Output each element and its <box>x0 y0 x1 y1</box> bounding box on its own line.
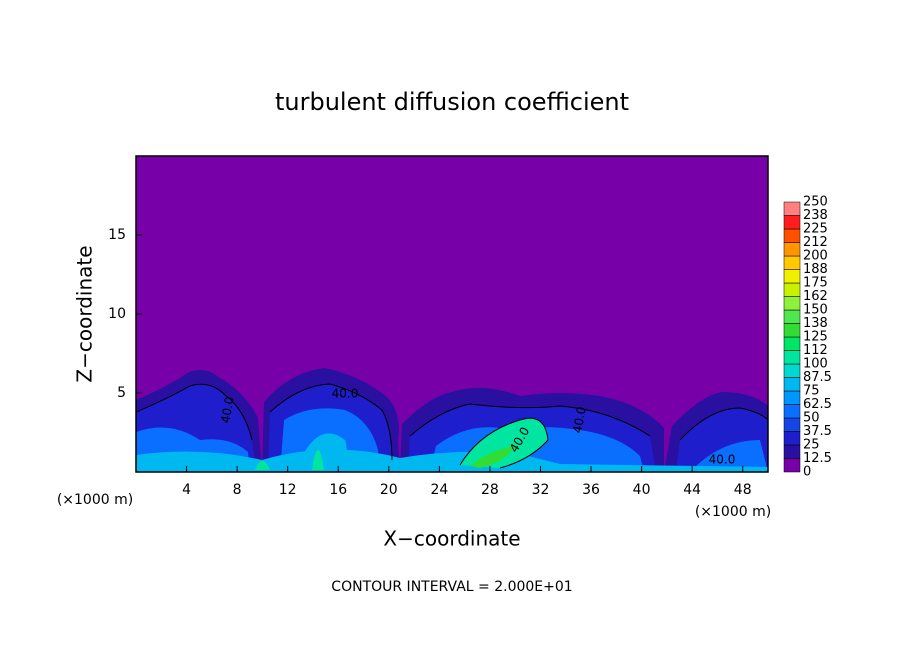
contour-label: 40.0 <box>570 406 588 435</box>
x-axis-label: X−coordinate <box>383 527 520 551</box>
colorbar-label: 225 <box>803 222 828 237</box>
colorbar-label: 50 <box>803 411 820 426</box>
y-tick-label: 5 <box>117 385 126 401</box>
colorbar-band <box>783 431 801 446</box>
colorbar-band <box>783 201 801 216</box>
colorbar-label: 100 <box>803 357 828 372</box>
colorbar-label: 37.5 <box>803 424 832 439</box>
colorbar-label: 200 <box>803 249 828 264</box>
colorbar-label: 175 <box>803 276 828 291</box>
colorbar-label: 62.5 <box>803 397 832 412</box>
colorbar-band <box>783 404 801 419</box>
chart-title: turbulent diffusion coefficient <box>275 88 629 116</box>
contour-label: 40.0 <box>218 396 236 425</box>
field-region <box>470 446 515 468</box>
colorbar-band <box>783 363 801 378</box>
colorbar-label: 0 <box>803 465 811 480</box>
contour-label: 40.0 <box>709 453 736 467</box>
x-tick-label: 32 <box>532 482 550 498</box>
x-tick-label: 20 <box>380 482 398 498</box>
colorbar-band <box>783 336 801 351</box>
contour-label: 40.0 <box>332 387 359 401</box>
x-tick-label: 44 <box>683 482 701 498</box>
colorbar-band <box>783 269 801 284</box>
colorbar-label: 112 <box>803 343 828 358</box>
colorbar-band <box>783 417 801 432</box>
colorbar-label: 138 <box>803 316 828 331</box>
x-tick-label: 28 <box>481 482 499 498</box>
x-tick-label: 4 <box>182 482 191 498</box>
x-unit: (×1000 m) <box>57 492 133 508</box>
colorbar-label: 25 <box>803 438 820 453</box>
colorbar-label: 238 <box>803 208 828 223</box>
x-tick-label: 16 <box>329 482 347 498</box>
x-unit: (×1000 m) <box>695 504 771 520</box>
colorbar-label: 12.5 <box>803 451 832 466</box>
colorbar-band <box>783 296 801 311</box>
contour-field <box>135 156 769 472</box>
footnote: CONTOUR INTERVAL = 2.000E+01 <box>331 579 572 595</box>
colorbar-band <box>783 242 801 257</box>
colorbar-band <box>783 444 801 459</box>
y-tick-label: 15 <box>108 227 126 243</box>
colorbar-label: 150 <box>803 303 828 318</box>
colorbar-band <box>783 215 801 230</box>
x-tick-label: 48 <box>734 482 752 498</box>
colorbar-band <box>783 228 801 243</box>
colorbar-band <box>783 323 801 338</box>
x-tick-label: 36 <box>582 482 600 498</box>
y-axis-label: Z−coordinate <box>73 245 97 382</box>
colorbar-band <box>783 390 801 405</box>
field-region <box>255 418 548 470</box>
colorbar-label: 125 <box>803 330 828 345</box>
colorbar-label: 188 <box>803 262 828 277</box>
colorbar-band <box>783 255 801 270</box>
contour-line <box>135 383 769 469</box>
colorbar-band <box>783 377 801 392</box>
colorbar-label: 212 <box>803 235 828 250</box>
colorbar-label: 162 <box>803 289 828 304</box>
colorbar-band <box>783 309 801 324</box>
colorbar-label: 87.5 <box>803 370 832 385</box>
colorbar-band <box>783 282 801 297</box>
x-tick-label: 24 <box>430 482 448 498</box>
colorbar-label: 75 <box>803 384 820 399</box>
x-tick-label: 40 <box>633 482 651 498</box>
colorbar-label: 250 <box>803 195 828 210</box>
field-region <box>136 433 768 472</box>
x-tick-label: 12 <box>279 482 297 498</box>
x-tick-label: 8 <box>233 482 242 498</box>
colorbar-band <box>783 350 801 365</box>
y-tick-label: 10 <box>108 306 126 322</box>
colorbar-band <box>783 458 801 473</box>
